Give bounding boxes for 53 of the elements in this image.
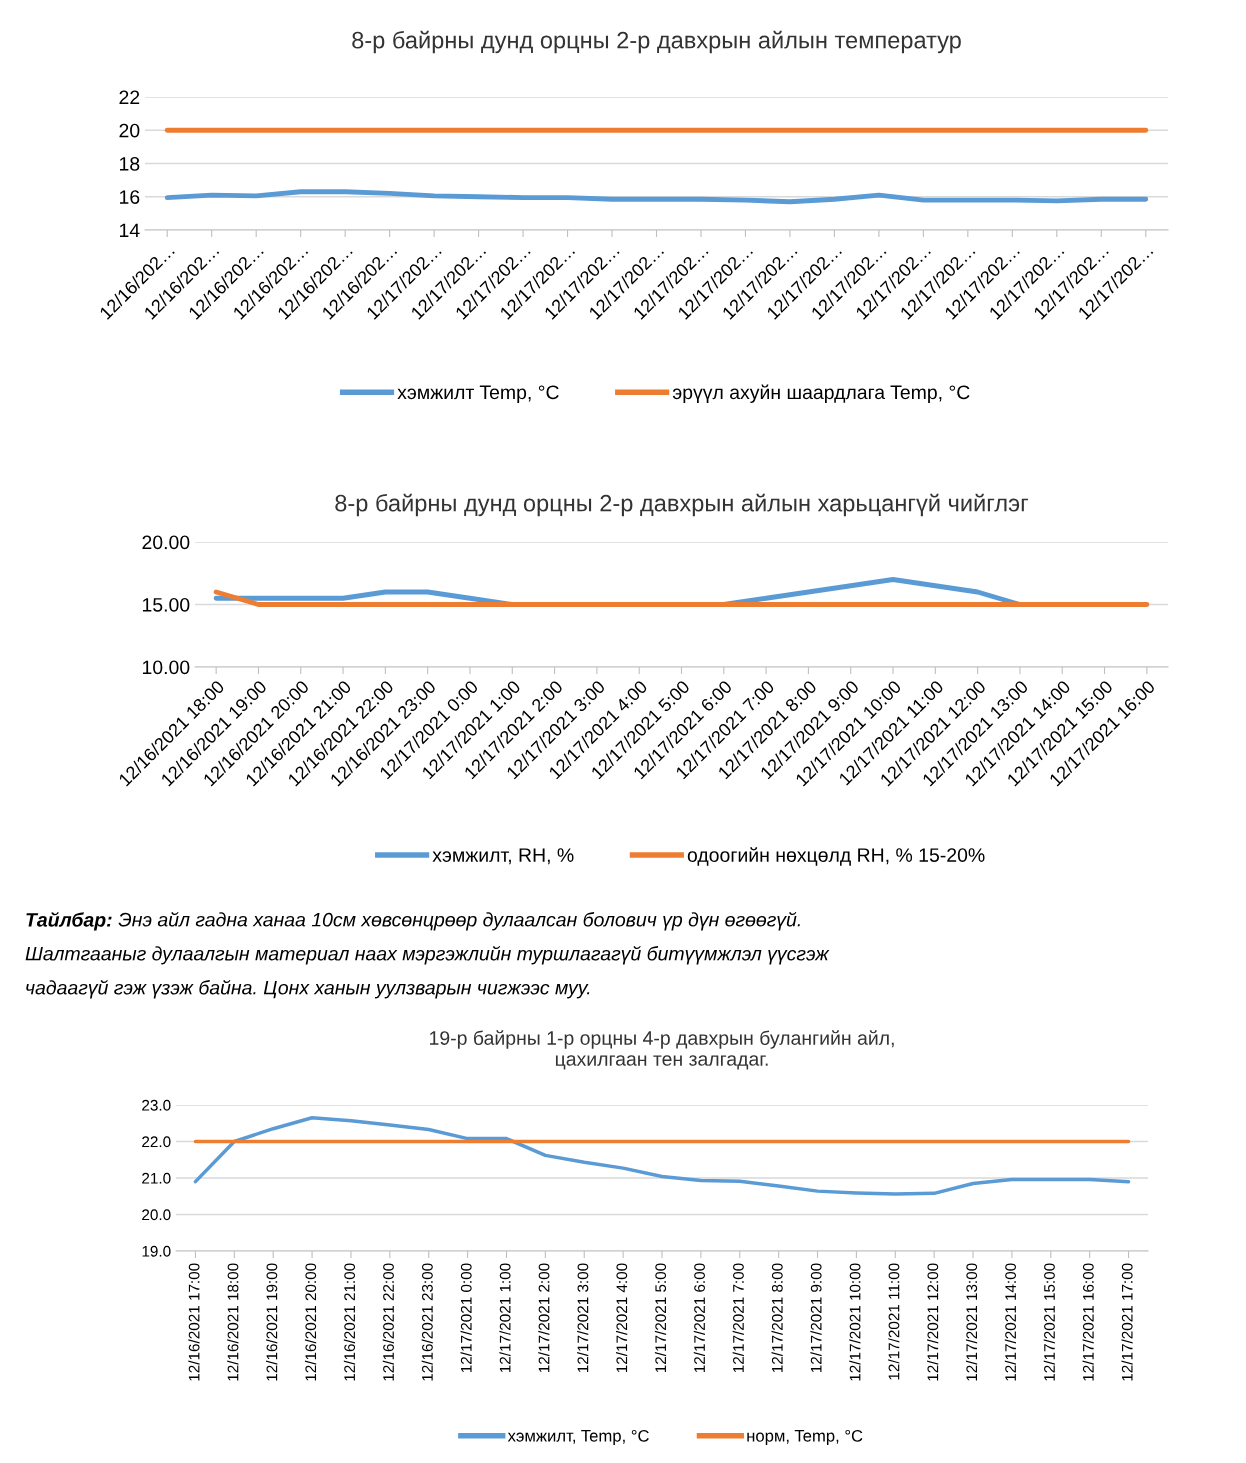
legend-label: норм, Temp, °C [747, 1429, 863, 1446]
y-tick-label: 22 [119, 90, 140, 105]
y-tick-label: 23.0 [142, 1099, 171, 1111]
x-tick-label: 12/17/2021 6:00 [693, 1263, 705, 1373]
y-tick-label: 19.0 [142, 1245, 171, 1257]
y-tick-label: 21.0 [142, 1172, 171, 1184]
x-tick-label: 12/17/2021 10:00 [849, 1263, 861, 1381]
x-tick-label: 12/16/2021 22:00 [382, 1263, 394, 1381]
x-tick-label: 12/17/2021 12:00 [927, 1263, 939, 1381]
x-tick-label: 12/17/2021 5:00 [654, 1263, 667, 1373]
x-tick-label: 12/17/2021 13:00 [965, 1263, 978, 1381]
text: Энэ айл гадна ханаа 10см хөвсөнцрөөр дулаалсан болович үр дүн өгөөгүй. [118, 912, 800, 931]
x-tick-label: 12/17/2021 14:00 [1004, 1263, 1017, 1381]
y-tick-label: 20.0 [142, 1209, 171, 1221]
x-tick-label: 12/17/2021 16:00 [1082, 1263, 1094, 1381]
text: чадаагүй гэж үзэж байна. Цонх ханын уулзварын чигжээс муу. [26, 980, 590, 999]
legend-label: эрүүл ахуйн шаардлага Temp, °C [672, 384, 970, 404]
legend-label: хэмжилт, RH, % [432, 848, 574, 865]
x-tick-label: 12/17/2021 15:00 [1043, 1263, 1055, 1381]
line-series [193, 1116, 1131, 1196]
y-tick-label: 10.00 [142, 660, 190, 675]
y-tick-label: 22.0 [142, 1136, 171, 1148]
x-tick-label: 12/17/2021 11:00 [888, 1263, 900, 1380]
chart-title: 8-р байрны дунд орцны 2-р давхрын айлын температур [352, 30, 961, 54]
x-tick-label: 12/16/2021 21:00 [343, 1263, 356, 1381]
y-tick-label: 20.00 [142, 535, 190, 550]
x-tick-label: 12/17/2021 2:00 [538, 1263, 550, 1373]
x-tick-label: 12/16/2021 20:00 [304, 1263, 317, 1381]
chart-title: 19-р байрны 1-р орцны 4-р давхрын булангийн айл, цахилгаан тен залгадаг. [430, 1030, 894, 1070]
x-tick-label: 12/16/2021 18:00 [227, 1263, 239, 1381]
x-tick-label: 12/17/2021 1:00 [499, 1263, 511, 1373]
y-tick-label: 20 [119, 123, 140, 138]
x-tick-label: 12/17/2021 3:00 [577, 1263, 589, 1373]
legend-label: хэмжилт, Temp, °C [507, 1429, 649, 1446]
x-tick-label: 12/16/2021 19:00 [266, 1263, 278, 1381]
x-tick-label: 12/17/2021 8:00 [771, 1263, 783, 1373]
x-tick-label: 12/17/2021 0:00 [460, 1263, 472, 1373]
x-tick-label: 12/17/2021 7:00 [732, 1263, 744, 1373]
x-tick-label: 12/16/2021 23:00 [421, 1263, 433, 1381]
y-tick-label: 18 [120, 156, 140, 171]
chart-title: 8-р байрны дунд орцны 2-р давхрын айлын харьцангүй чийглэг [335, 493, 1029, 517]
text: Тайлбар: [26, 912, 112, 931]
x-tick-label: 12/17/2021 9:00 [810, 1263, 822, 1373]
y-tick-label: 16 [120, 190, 140, 204]
line-series [164, 189, 1149, 205]
x-tick-label: 12/16/2021 17:00 [188, 1263, 200, 1381]
text: Шалтгааныг дулаалгын материал наах мэргэжлийн туршлагагүй битүүмжлэл үүсгэж [25, 946, 830, 965]
legend-label: одоогийн нөхцөлд RH, % 15-20% [687, 847, 985, 866]
y-tick-label: 14 [120, 223, 140, 238]
x-tick-label: 12/17/2021 17:00 [1121, 1263, 1133, 1381]
y-tick-label: 15.00 [142, 597, 190, 612]
x-tick-label: 12/17/2021 4:00 [616, 1263, 628, 1373]
legend-label: хэмжилт Temp, °C [397, 385, 559, 404]
